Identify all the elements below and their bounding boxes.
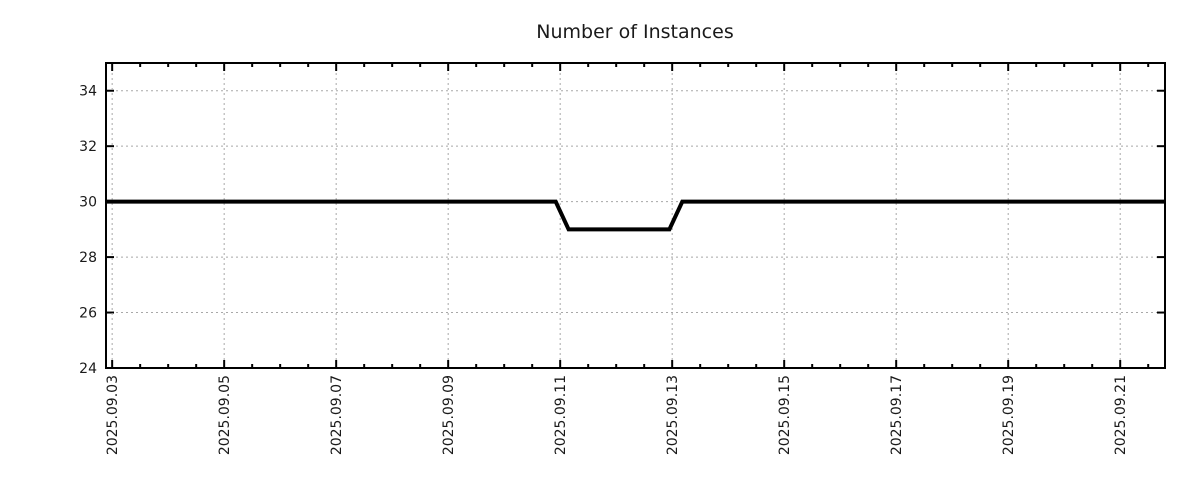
y-tick-label: 32	[79, 139, 97, 155]
x-tick-label: 2025.09.13	[665, 375, 681, 455]
x-tick-label: 2025.09.05	[217, 375, 233, 455]
y-tick-label: 34	[79, 84, 97, 100]
y-tick-label: 28	[79, 250, 97, 266]
x-tick-label: 2025.09.17	[889, 375, 905, 455]
y-tick-label: 30	[79, 195, 97, 211]
plot-border	[105, 62, 1166, 369]
x-tick-label: 2025.09.19	[1001, 375, 1017, 455]
x-tick-label: 2025.09.21	[1113, 375, 1129, 455]
x-tick-label: 2025.09.11	[553, 375, 569, 455]
x-tick-label: 2025.09.15	[777, 375, 793, 455]
data-line-instances	[106, 199, 1165, 232]
plot-area: 24 26 28 30 32 34 2025.09.03 2025.09.05 2025.09.…	[79, 62, 1166, 455]
x-tick-label: 2025.09.07	[329, 375, 345, 455]
y-tick-label: 26	[79, 306, 97, 322]
y-tick-label: 24	[79, 361, 97, 377]
x-tick-label: 2025.09.09	[441, 375, 457, 455]
x-tick-label: 2025.09.03	[105, 375, 121, 455]
chart-title: Number of Instances	[536, 21, 733, 43]
